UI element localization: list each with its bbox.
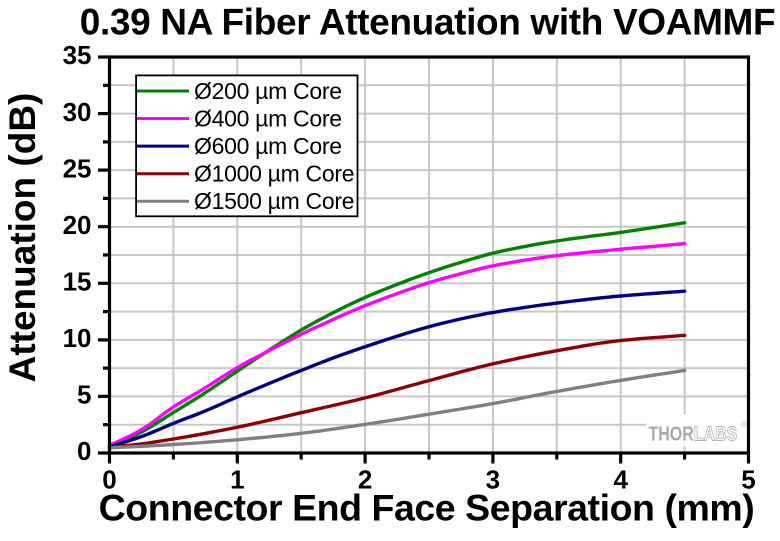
svg-text:15: 15 bbox=[63, 267, 92, 297]
svg-text:4: 4 bbox=[613, 465, 628, 495]
svg-text:35: 35 bbox=[63, 40, 92, 70]
svg-text:Ø1500 µm Core: Ø1500 µm Core bbox=[194, 188, 354, 214]
svg-text:Ø400 µm Core: Ø400 µm Core bbox=[194, 106, 342, 132]
svg-text:THOR: THOR bbox=[649, 421, 694, 444]
svg-text:®: ® bbox=[741, 420, 747, 429]
svg-text:1: 1 bbox=[230, 465, 244, 495]
svg-text:25: 25 bbox=[63, 153, 92, 183]
svg-text:20: 20 bbox=[63, 210, 92, 240]
svg-text:Ø1000 µm Core: Ø1000 µm Core bbox=[194, 161, 354, 187]
svg-text:5: 5 bbox=[741, 465, 755, 495]
svg-text:3: 3 bbox=[486, 465, 500, 495]
svg-text:2: 2 bbox=[358, 465, 372, 495]
svg-text:Attenuation (dB): Attenuation (dB) bbox=[2, 93, 43, 383]
svg-text:0: 0 bbox=[77, 436, 91, 466]
svg-text:Connector End Face Separation: Connector End Face Separation (mm) bbox=[99, 487, 755, 529]
svg-text:5: 5 bbox=[77, 380, 91, 410]
svg-text:0: 0 bbox=[102, 465, 116, 495]
svg-text:0.39 NA Fiber Attenuation with: 0.39 NA Fiber Attenuation with VOAMMF bbox=[80, 2, 776, 43]
svg-text:Ø200 µm Core: Ø200 µm Core bbox=[194, 78, 342, 104]
svg-text:LABS: LABS bbox=[694, 421, 738, 444]
svg-text:30: 30 bbox=[63, 97, 92, 127]
svg-text:Ø600 µm Core: Ø600 µm Core bbox=[194, 133, 342, 159]
svg-text:10: 10 bbox=[63, 323, 92, 353]
